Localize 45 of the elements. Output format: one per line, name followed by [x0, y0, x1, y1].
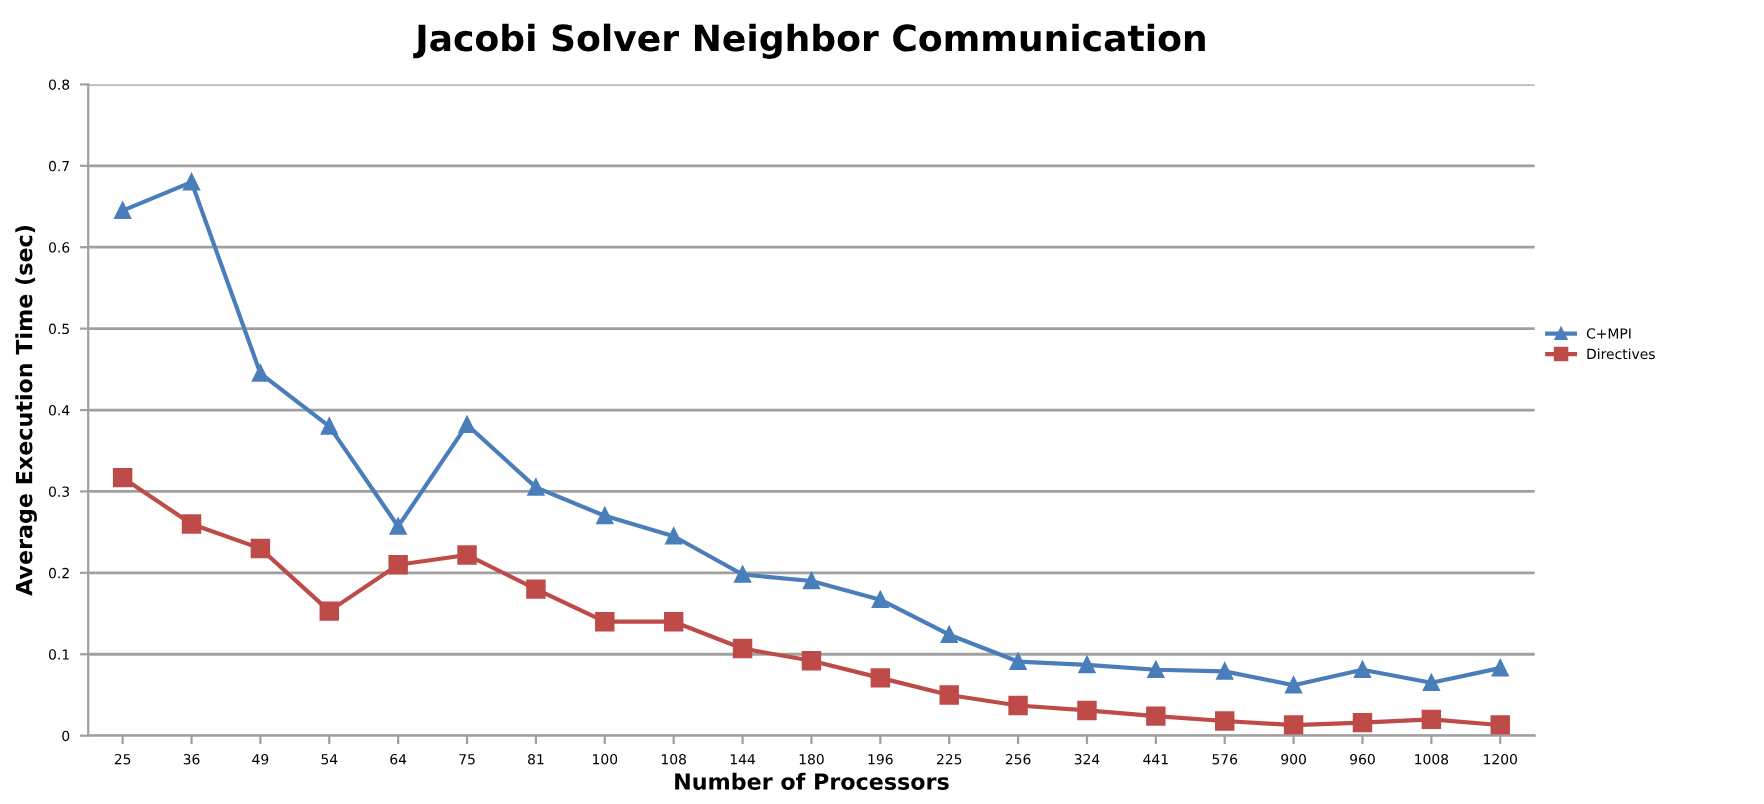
- point: [595, 611, 615, 632]
- point: [389, 518, 407, 535]
- point: [871, 591, 889, 609]
- point: [527, 479, 545, 496]
- point: [114, 202, 131, 219]
- point: [1283, 715, 1304, 735]
- point: [319, 601, 339, 621]
- point: [1078, 656, 1096, 674]
- point: [1077, 700, 1097, 721]
- x-axis-title: Number of Processors: [675, 772, 949, 790]
- point: [1285, 676, 1302, 694]
- chart-title: Jacobi Solver Neighbor Communication: [413, 23, 1205, 59]
- point: [1423, 674, 1440, 692]
- point: [526, 579, 546, 599]
- point: [181, 514, 202, 534]
- point: [734, 566, 751, 583]
- point: [665, 527, 683, 545]
- point: [250, 538, 271, 559]
- point: [1354, 661, 1371, 679]
- point: [252, 365, 269, 382]
- point: [940, 626, 958, 644]
- point: [1490, 715, 1510, 735]
- point: [388, 554, 408, 575]
- point: [1421, 709, 1442, 730]
- point: [1147, 661, 1165, 679]
- point: [320, 417, 338, 435]
- point: [803, 572, 820, 590]
- point: [1008, 695, 1028, 716]
- point: [663, 611, 684, 632]
- point: [1491, 659, 1509, 677]
- point: [112, 467, 133, 488]
- point: [457, 545, 477, 565]
- point: [458, 416, 476, 434]
- point: [801, 651, 822, 671]
- point: [183, 173, 200, 191]
- point: [1216, 663, 1234, 680]
- point: [1146, 706, 1166, 726]
- y-axis-title: Average Execution Time (sec): [15, 226, 37, 596]
- point: [1009, 653, 1027, 670]
- point: [939, 685, 959, 705]
- point: [870, 668, 891, 688]
- point: [1215, 711, 1235, 731]
- point: [1352, 712, 1373, 733]
- point: [596, 507, 614, 525]
- point: [732, 638, 753, 659]
